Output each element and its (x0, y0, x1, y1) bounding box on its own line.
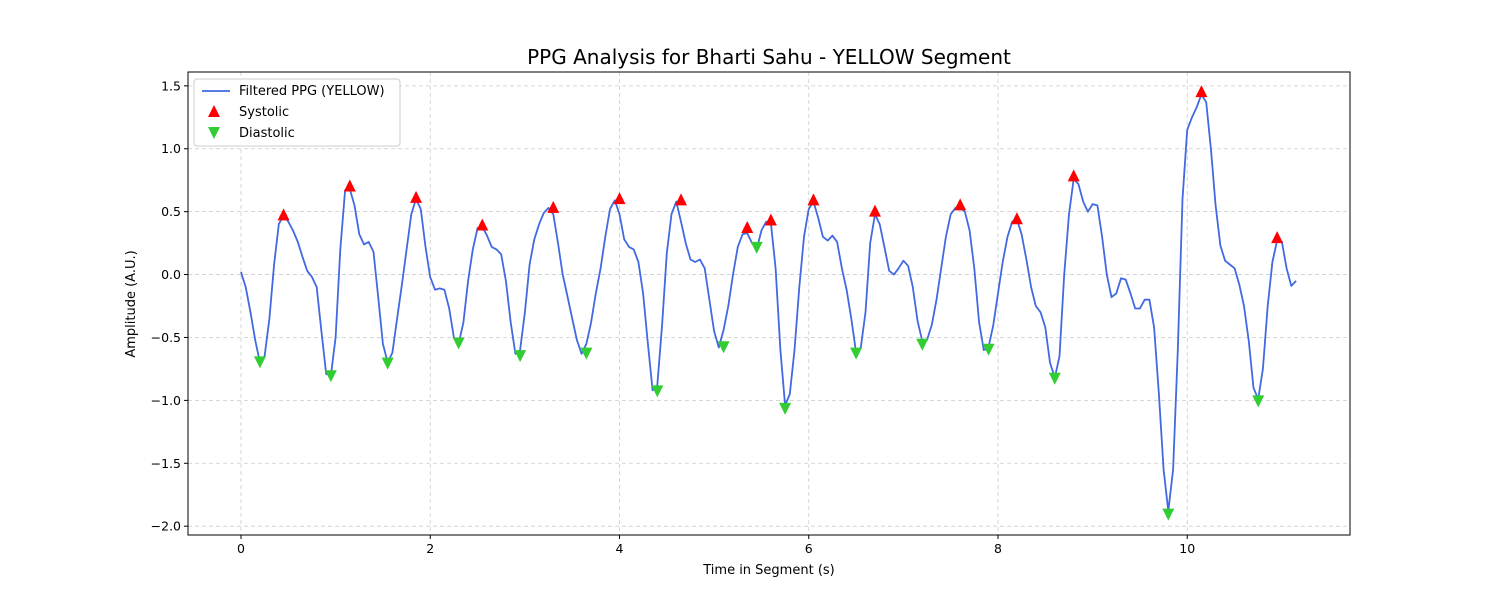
systolic-marker (1195, 85, 1208, 98)
diastolic-marker (982, 343, 995, 356)
systolic-marker (764, 213, 777, 226)
diastolic-marker (514, 350, 527, 363)
x-axis-label: Time in Segment (s) (702, 563, 834, 578)
legend-label-systolic: Systolic (239, 105, 289, 120)
x-tick-label: 10 (1179, 541, 1195, 556)
legend-box (193, 78, 401, 147)
y-tick-label: 0.5 (161, 204, 181, 219)
y-tick-label: 1.5 (161, 78, 181, 93)
chart-title: PPG Analysis for Bharti Sahu - YELLOW Se… (527, 45, 1011, 69)
diastolic-marker (779, 402, 792, 415)
diastolic-marker (253, 356, 266, 369)
systolic-marker (476, 218, 489, 231)
plot-frame (187, 71, 1351, 536)
systolic-marker (807, 193, 820, 206)
diastolic-marker (452, 337, 465, 350)
y-tick-label: 1.0 (161, 141, 181, 156)
legend-label-diastolic: Diastolic (239, 126, 295, 141)
x-tick-label: 4 (616, 541, 624, 556)
diastolic-marker (850, 347, 863, 360)
diastolic-marker (580, 347, 593, 360)
systolic-marker (343, 179, 356, 192)
diastolic-marker (324, 370, 337, 383)
diastolic-marker (381, 357, 394, 370)
diastolic-marker (651, 385, 664, 398)
grid (188, 72, 1350, 535)
legend: Filtered PPG (YELLOW) Systolic Diastolic (193, 78, 401, 147)
systolic-marker (954, 198, 967, 211)
x-tick-label: 2 (426, 541, 434, 556)
y-tick-label: 0.0 (161, 267, 181, 282)
y-tick-label: −0.5 (151, 330, 181, 345)
systolic-marker (1067, 169, 1080, 182)
legend-label-ppg: Filtered PPG (YELLOW) (239, 84, 385, 99)
systolic-marker (868, 204, 881, 217)
systolic-marker (741, 221, 754, 234)
x-tick-label: 6 (805, 541, 813, 556)
systolic-marker (277, 208, 290, 221)
diastolic-marker (1048, 372, 1061, 385)
diastolic-marker (750, 241, 763, 254)
series-layer (240, 85, 1297, 521)
y-tick-label: −1.0 (151, 393, 181, 408)
x-tick-label: 8 (994, 541, 1002, 556)
diastolic-marker (717, 341, 730, 354)
y-tick-label: −1.5 (151, 456, 181, 471)
legend-diastolic-marker (208, 127, 220, 139)
x-axis: 0 2 4 6 8 10 (237, 535, 1195, 556)
x-tick-label: 0 (237, 541, 245, 556)
systolic-marker (547, 200, 560, 213)
systolic-marker (1010, 212, 1023, 225)
diastolic-marker (916, 338, 929, 351)
y-tick-label: −2.0 (151, 519, 181, 534)
legend-systolic-marker (208, 105, 220, 117)
systolic-marker (613, 192, 626, 205)
systolic-marker (1271, 231, 1284, 244)
systolic-marker (674, 193, 687, 206)
systolic-marker (410, 190, 423, 203)
diastolic-marker (1252, 395, 1265, 408)
plot-area (188, 72, 1350, 535)
y-axis: −2.0 −1.5 −1.0 −0.5 0.0 0.5 1.0 1.5 (151, 78, 188, 534)
y-axis-label: Amplitude (A.U.) (124, 250, 139, 357)
diastolic-marker (1162, 508, 1175, 521)
